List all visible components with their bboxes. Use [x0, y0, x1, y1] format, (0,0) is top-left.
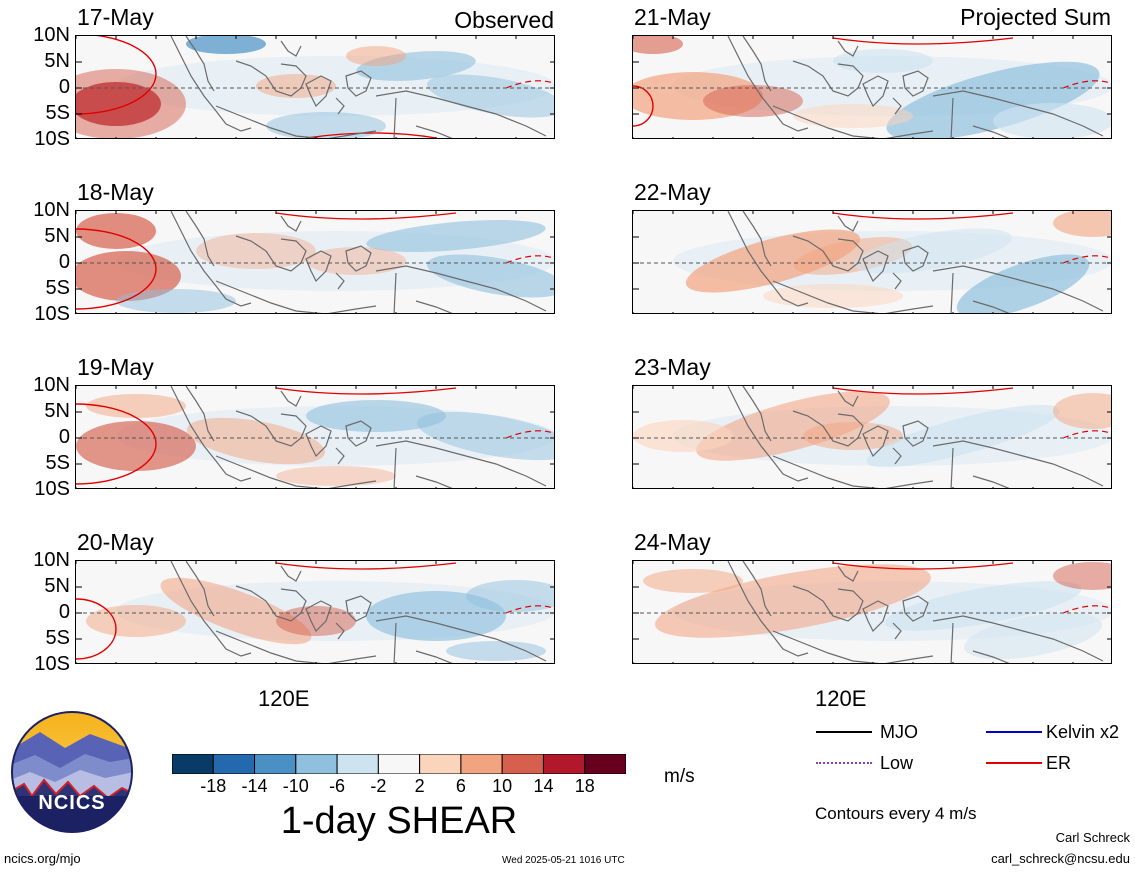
lat-label: 10N	[33, 24, 70, 46]
observed-map-panel-2	[75, 385, 555, 489]
legend-low-label: Low	[880, 753, 914, 773]
projected-date-label: 23-May	[634, 354, 711, 380]
lat-label: 0	[58, 426, 70, 448]
legend: MJO Kelvin x2 Low ER	[816, 722, 1126, 782]
colorbar-tick-label: 14	[533, 776, 554, 796]
legend-mjo-line	[816, 731, 872, 733]
lat-label: 5S	[45, 452, 70, 474]
colorbar-swatch	[212, 753, 256, 775]
legend-kelvin-label: Kelvin x2	[1046, 722, 1120, 742]
projected-map-panel-3	[632, 560, 1112, 664]
lat-label: 10S	[34, 303, 70, 325]
footer-email: carl_schreck@ncsu.edu	[991, 851, 1130, 866]
lat-label: 10N	[33, 374, 70, 396]
contours-note: Contours every 4 m/s	[815, 804, 977, 823]
legend-mjo-label: MJO	[880, 722, 918, 742]
footer-url: ncics.org/mjo	[4, 851, 81, 866]
lat-label: 5N	[44, 225, 70, 247]
colorbar-tick-label: 10	[492, 776, 513, 796]
observed-date-label: 20-May	[77, 529, 154, 555]
lat-label: 10N	[33, 199, 70, 221]
projected-header: Projected Sum	[960, 4, 1111, 30]
lat-label: 10S	[34, 478, 70, 500]
colorbar-swatch	[336, 753, 379, 775]
projected-date-label: 21-May	[634, 4, 711, 30]
colorbar-tick-label: 6	[455, 776, 466, 796]
colorbar-swatch	[377, 753, 421, 775]
lon-label-left: 120E	[258, 686, 310, 711]
colorbar-tick-label: -14	[241, 776, 268, 796]
projected-date-label: 24-May	[634, 529, 711, 555]
lat-label: 5N	[44, 400, 70, 422]
colorbar-tick-label: 18	[574, 776, 595, 796]
observed-map-panel-0	[75, 35, 555, 139]
lat-label: 10S	[34, 128, 70, 150]
colorbar-unit: m/s	[664, 766, 695, 787]
observed-map-panel-3	[75, 560, 555, 664]
lat-label: 5N	[44, 575, 70, 597]
colorbar-swatch	[542, 753, 586, 775]
lat-label: 5N	[44, 50, 70, 72]
legend-er-line	[986, 762, 1042, 764]
lat-label: 10N	[33, 549, 70, 571]
legend-kelvin-line	[986, 731, 1042, 733]
legend-er-label: ER	[1046, 753, 1072, 773]
observed-date-label: 18-May	[77, 179, 154, 205]
lat-label: 0	[58, 76, 70, 98]
logo-text: NCICS	[38, 792, 106, 814]
footer-timestamp: Wed 2025-05-21 1016 UTC	[502, 855, 625, 866]
lat-label: 10S	[34, 653, 70, 675]
lat-label: 5S	[45, 277, 70, 299]
colorbar-tick-label: -18	[200, 776, 227, 796]
observed-header: Observed	[454, 7, 554, 33]
legend-low-line	[816, 762, 872, 764]
observed-map-panel-1	[75, 210, 555, 314]
colorbar-tick-label: -10	[282, 776, 309, 796]
ncics-logo: NCICS	[10, 710, 134, 834]
colorbar-tick-label: -2	[370, 776, 387, 796]
lat-label: 5S	[45, 627, 70, 649]
lat-label: 5S	[45, 102, 70, 124]
colorbar-tick-label: -6	[329, 776, 346, 796]
lat-label: 0	[58, 601, 70, 623]
projected-map-panel-2	[632, 385, 1112, 489]
lon-label-right: 120E	[815, 686, 867, 711]
footer-author: Carl Schreck	[1055, 830, 1130, 845]
colorbar-swatch	[460, 753, 503, 775]
colorbar-swatch	[171, 753, 214, 775]
observed-date-label: 19-May	[77, 354, 154, 380]
projected-date-label: 22-May	[634, 179, 711, 205]
projected-map-panel-0	[632, 35, 1112, 139]
colorbar-swatch	[584, 753, 627, 775]
projected-map-panel-1	[632, 210, 1112, 314]
lat-label: 0	[58, 251, 70, 273]
observed-date-label: 17-May	[77, 4, 154, 30]
colorbar-swatch	[295, 753, 338, 775]
colorbar	[171, 753, 627, 775]
colorbar-swatch	[254, 753, 297, 775]
colorbar-title: 1-day SHEAR	[280, 800, 518, 842]
colorbar-swatch	[419, 753, 462, 775]
colorbar-swatch	[501, 753, 544, 775]
colorbar-tick-label: 2	[414, 776, 425, 796]
